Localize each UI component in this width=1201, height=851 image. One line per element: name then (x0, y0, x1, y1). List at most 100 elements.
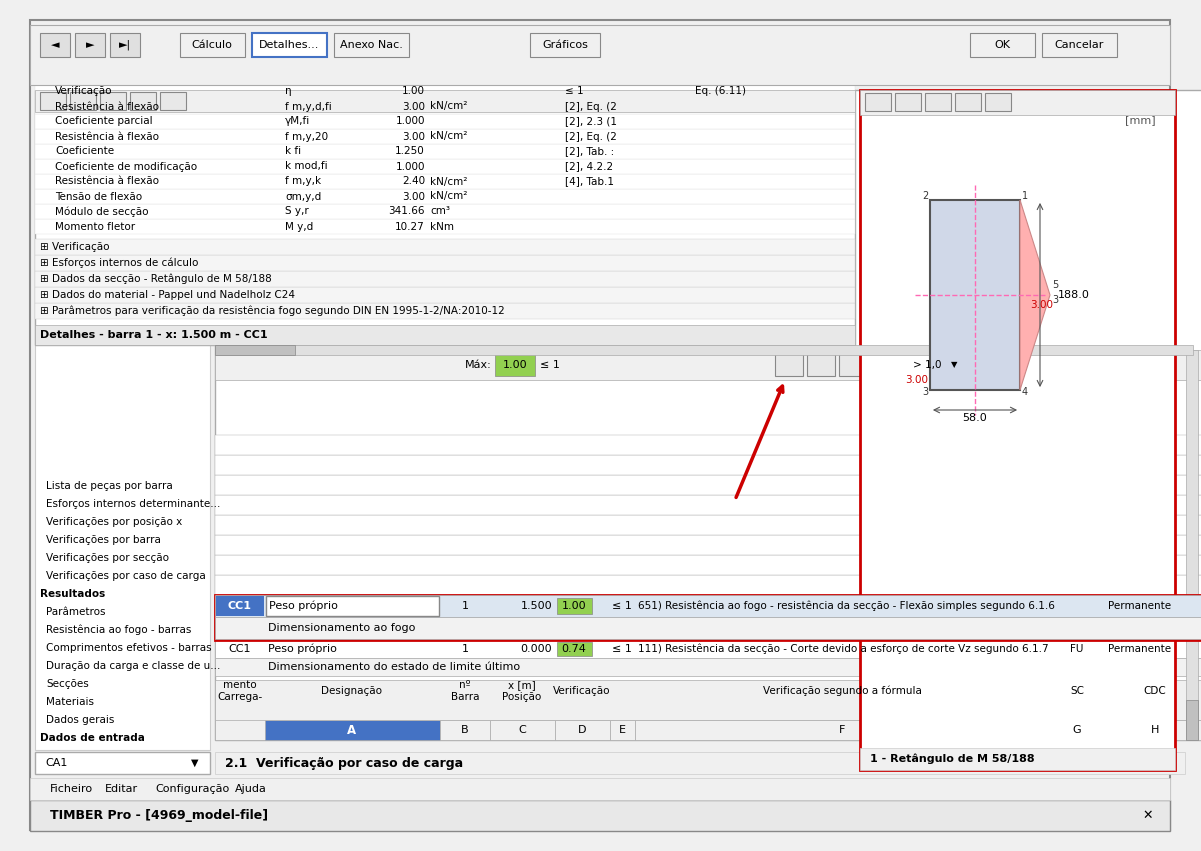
Text: ≤ 1: ≤ 1 (613, 601, 632, 611)
Text: Cancelar: Cancelar (1054, 40, 1104, 50)
Bar (215, 680, 1201, 720)
Bar (35, 287, 855, 303)
Bar (215, 475, 1201, 495)
Bar (839, 354, 867, 376)
Bar (35, 271, 855, 287)
Text: Configuração: Configuração (155, 784, 229, 794)
Text: ≤ 1: ≤ 1 (540, 360, 560, 370)
Text: cm³: cm³ (430, 207, 450, 216)
Bar (215, 455, 1201, 475)
Text: Anexo Nac.: Anexo Nac. (340, 40, 402, 50)
Bar (40, 92, 66, 110)
Bar (1187, 700, 1199, 740)
Text: f m,y,d,fi: f m,y,d,fi (285, 101, 331, 111)
Text: 1 - Retângulo de M 58/188: 1 - Retângulo de M 58/188 (870, 754, 1034, 764)
Text: Posição: Posição (502, 692, 542, 702)
Text: 1: 1 (461, 644, 468, 654)
Text: 3.00: 3.00 (402, 132, 425, 141)
Bar (440, 720, 490, 740)
Bar (35, 189, 855, 204)
Text: 3.00: 3.00 (402, 191, 425, 202)
Text: Ajuda: Ajuda (235, 784, 267, 794)
Text: A: A (347, 723, 357, 736)
Text: γM,fi: γM,fi (285, 117, 310, 127)
Text: CDC: CDC (1143, 686, 1166, 696)
Bar (215, 640, 1201, 658)
Bar (35, 303, 855, 319)
Text: Esforços internos determinante...: Esforços internos determinante... (46, 499, 220, 509)
Bar (35, 325, 855, 345)
Bar (35, 239, 855, 255)
Text: ⊞ Esforços internos de cálculo: ⊞ Esforços internos de cálculo (40, 258, 198, 268)
Text: Verificações por posição x: Verificações por posição x (46, 517, 183, 527)
Text: Resistência ao fogo - barras: Resistência ao fogo - barras (46, 625, 191, 635)
Bar (35, 255, 855, 271)
Text: Parâmetros: Parâmetros (46, 607, 106, 617)
Text: Verificações por caso de carga: Verificações por caso de carga (46, 571, 205, 581)
Text: 58.0: 58.0 (963, 413, 987, 423)
Bar (215, 535, 1201, 555)
Text: TIMBER Pro - [4969_model-file]: TIMBER Pro - [4969_model-file] (50, 808, 268, 821)
Bar (35, 144, 855, 159)
Text: 3: 3 (1052, 295, 1058, 305)
Bar (215, 617, 1201, 639)
Bar (775, 354, 803, 376)
Text: 188.0: 188.0 (1058, 290, 1089, 300)
Text: Módulo de secção: Módulo de secção (55, 206, 149, 217)
Text: Detalhes...: Detalhes... (258, 40, 319, 50)
Bar (215, 350, 1201, 380)
Text: Verificações por barra: Verificações por barra (46, 535, 161, 545)
Text: G: G (1072, 725, 1081, 735)
Text: CA1: CA1 (44, 758, 67, 768)
Text: Designação: Designação (322, 686, 382, 696)
Text: ◄: ◄ (50, 40, 59, 50)
Text: 3: 3 (922, 387, 928, 397)
Bar (215, 345, 295, 355)
Bar (30, 800, 1170, 831)
Bar (35, 174, 855, 189)
Text: Tensão de flexão: Tensão de flexão (55, 191, 142, 202)
Text: nº: nº (459, 680, 471, 690)
Text: ⊞ Verificação: ⊞ Verificação (40, 242, 109, 252)
Text: [4], Tab.1: [4], Tab.1 (564, 176, 614, 186)
Bar (999, 354, 1027, 376)
Bar (970, 33, 1035, 57)
Text: Permanente: Permanente (1109, 644, 1171, 654)
Text: 2.40: 2.40 (402, 176, 425, 186)
Text: Dimensionamento do estado de limite último: Dimensionamento do estado de limite últi… (268, 662, 520, 672)
Bar (610, 720, 635, 740)
Bar (860, 90, 1175, 770)
Text: E: E (619, 725, 626, 735)
Bar (35, 114, 855, 129)
Text: Verificação: Verificação (55, 87, 113, 96)
Text: Carrega-: Carrega- (217, 692, 263, 702)
Bar (555, 720, 610, 740)
Text: Secções: Secções (46, 679, 89, 689)
Text: ►: ► (85, 40, 94, 50)
Text: 1.00: 1.00 (503, 360, 527, 370)
Text: 1.00: 1.00 (402, 87, 425, 96)
Text: Verificação segundo a fórmula: Verificação segundo a fórmula (763, 686, 921, 696)
Bar (40, 33, 70, 57)
Text: η: η (285, 87, 292, 96)
Text: ▼: ▼ (951, 361, 957, 369)
Bar (490, 720, 555, 740)
Bar (967, 354, 994, 376)
Text: Peso próprio: Peso próprio (268, 643, 336, 654)
Text: [mm]: [mm] (1125, 115, 1155, 125)
Text: Coeficiente: Coeficiente (55, 146, 114, 157)
Text: kNm: kNm (430, 221, 454, 231)
Text: 3.00: 3.00 (402, 101, 425, 111)
Bar (215, 435, 1201, 455)
Text: Momento fletor: Momento fletor (55, 221, 136, 231)
Text: Coeficiente de modificação: Coeficiente de modificação (55, 162, 197, 172)
Bar (35, 129, 855, 144)
Bar (215, 90, 1201, 740)
Bar (495, 354, 534, 376)
Bar (557, 642, 592, 656)
Text: Verificações por secção: Verificações por secção (46, 553, 169, 563)
Bar (35, 752, 210, 774)
Bar (130, 92, 156, 110)
Bar (30, 25, 1170, 85)
Bar (865, 93, 891, 111)
